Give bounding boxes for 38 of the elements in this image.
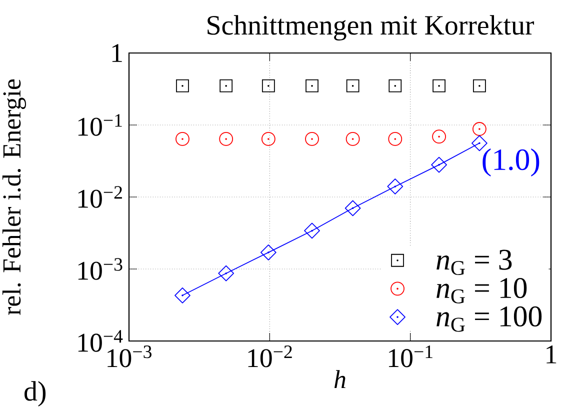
point — [388, 79, 402, 92]
x-tick-label: 1 — [546, 346, 556, 364]
point — [306, 79, 318, 92]
point — [472, 122, 486, 136]
point — [262, 79, 275, 92]
point — [431, 156, 447, 173]
y-tick-label: 10$^{−2}$ — [78, 186, 122, 208]
point — [344, 200, 361, 216]
x-tick-label: 10$^{−2}$ — [248, 346, 292, 368]
point — [473, 79, 486, 92]
point — [261, 132, 276, 146]
point — [176, 79, 189, 92]
text: d) — [24, 381, 46, 406]
annotation: (1.0) — [482, 148, 540, 176]
point — [219, 132, 234, 146]
point — [220, 79, 233, 92]
point — [304, 222, 320, 239]
x-axis-title: h — [334, 370, 346, 388]
legend-label: n$_{G}$ = 3 — [436, 250, 512, 276]
point — [218, 265, 234, 282]
y-tick-label: 10$^{−1}$ — [78, 114, 122, 136]
point — [305, 132, 319, 146]
point — [432, 130, 446, 144]
point — [174, 287, 190, 304]
x-tick-label: 10$^{−1}$ — [388, 346, 432, 368]
y-axis-title: rel. Fehler i.d. Energie — [2, 79, 26, 315]
legend-label: n$_{G}$ = 10 — [436, 278, 527, 304]
chart-title: Schnittmengen mit Korrektur — [208, 15, 534, 40]
point — [176, 132, 190, 146]
y-tick-label: 1 — [112, 44, 122, 62]
y-tick-label: 10$^{−3}$ — [78, 258, 122, 280]
legend-label: n$_{G}$ = 100 — [436, 306, 542, 332]
point — [387, 178, 404, 194]
point — [346, 79, 360, 92]
point — [346, 132, 360, 146]
point — [432, 79, 446, 92]
point — [388, 132, 402, 146]
point — [260, 244, 276, 260]
